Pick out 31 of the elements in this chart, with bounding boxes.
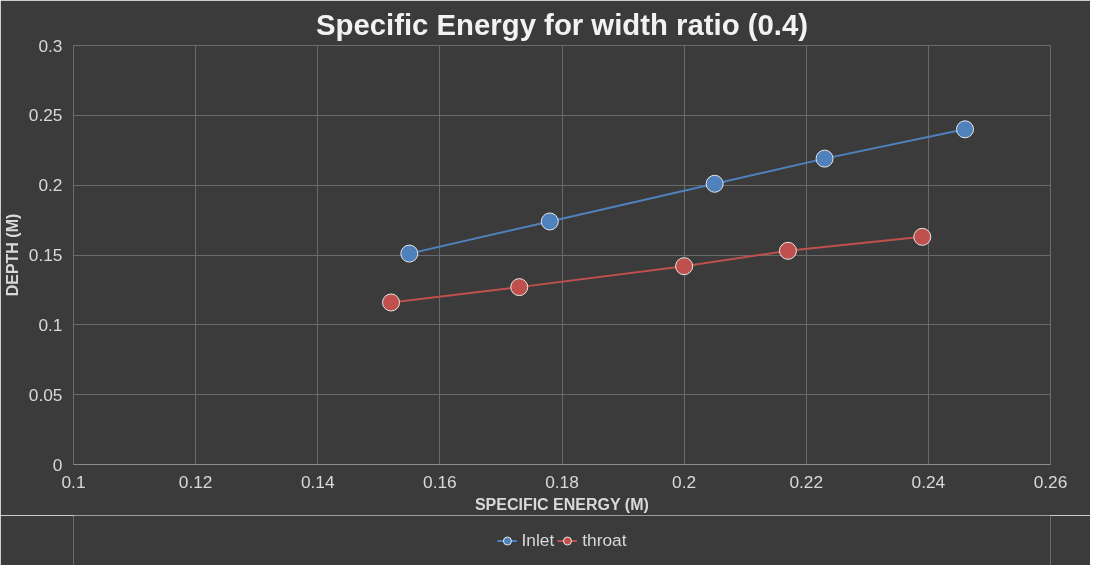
point xyxy=(956,120,975,139)
x-tick-label: 0.24 xyxy=(911,471,946,492)
point xyxy=(675,257,694,276)
y-tick-label: 0.3 xyxy=(38,35,63,56)
y-tick-label: 0 xyxy=(52,454,63,475)
y-tick-label: 0.1 xyxy=(38,314,63,335)
y-tick-label: 0.2 xyxy=(38,175,63,196)
x-tick-label: 0.22 xyxy=(789,471,824,492)
point xyxy=(815,149,834,168)
point xyxy=(705,174,724,193)
x-tick-label: 0.14 xyxy=(300,471,335,492)
x-tick-label: 0.1 xyxy=(61,471,86,492)
y-tick-label: 0.25 xyxy=(28,105,63,126)
legend-label: throat xyxy=(582,529,627,551)
y-tick-label: 0.15 xyxy=(28,245,63,265)
point xyxy=(382,293,401,312)
x-tick-label: 0.12 xyxy=(178,471,213,492)
x-tick-label: 0.2 xyxy=(672,471,697,492)
x-axis-title: SPECIFIC ENERGY (M) xyxy=(474,495,649,513)
point xyxy=(913,227,932,246)
point xyxy=(540,212,559,231)
y-tick-label: 0.05 xyxy=(28,384,63,405)
point xyxy=(510,278,529,297)
point xyxy=(778,241,797,260)
y-axis-title: DEPTH (M) xyxy=(3,213,21,297)
x-tick-label: 0.16 xyxy=(423,471,457,492)
x-tick-label: 0.26 xyxy=(1033,471,1068,492)
x-tick-label: 0.18 xyxy=(545,471,579,492)
chart-title: Specific Energy for width ratio (0.4) xyxy=(315,7,809,41)
legend-label: Inlet xyxy=(521,529,555,551)
point xyxy=(400,244,419,263)
